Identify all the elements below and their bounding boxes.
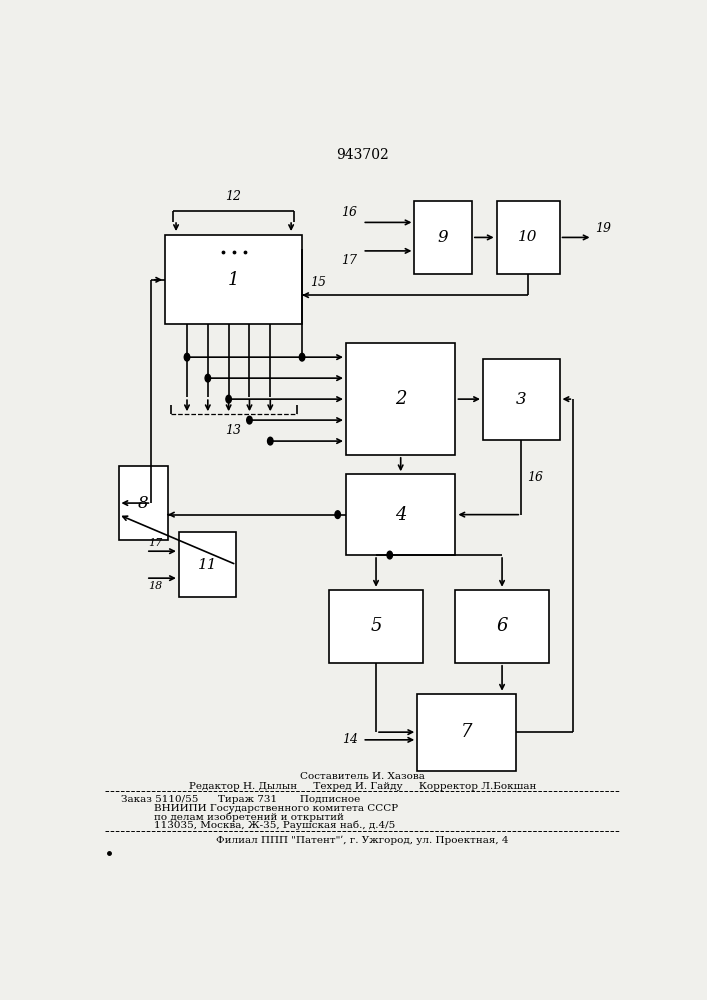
Text: 8: 8	[138, 495, 148, 512]
Text: 14: 14	[342, 733, 358, 746]
Text: Филиал ППП "Патент"ʹ, г. Ужгород, ул. Проектная, 4: Филиал ППП "Патент"ʹ, г. Ужгород, ул. Пр…	[216, 835, 508, 845]
Text: 4: 4	[395, 506, 407, 524]
Text: 113035, Москва, Ж-35, Раушская наб., д.4/5: 113035, Москва, Ж-35, Раушская наб., д.4…	[154, 821, 395, 830]
Circle shape	[335, 511, 341, 518]
Text: 17: 17	[148, 538, 163, 548]
Circle shape	[185, 353, 189, 361]
Text: 9: 9	[438, 229, 448, 246]
Text: 13: 13	[226, 424, 242, 437]
Text: 19: 19	[595, 222, 612, 235]
Text: 1: 1	[228, 271, 240, 289]
Text: 943702: 943702	[336, 148, 389, 162]
Text: 6: 6	[496, 617, 508, 635]
Bar	[414, 201, 472, 274]
Text: 3: 3	[516, 391, 527, 408]
Bar	[119, 466, 168, 540]
Text: 2: 2	[395, 390, 407, 408]
Text: Составитель И. Хазова: Составитель И. Хазова	[300, 772, 425, 781]
Text: Заказ 5110/55      Тираж 731       Подписное: Заказ 5110/55 Тираж 731 Подписное	[122, 795, 361, 804]
Text: 11: 11	[198, 558, 217, 572]
Circle shape	[226, 395, 231, 403]
Text: 10: 10	[518, 230, 538, 244]
Bar	[179, 532, 236, 597]
Text: 12: 12	[226, 190, 242, 203]
Bar	[455, 590, 549, 663]
Bar	[346, 474, 455, 555]
Text: по делам изобретений и открытий: по делам изобретений и открытий	[154, 812, 344, 822]
Text: 17: 17	[341, 254, 357, 267]
Bar	[417, 694, 516, 771]
Text: 18: 18	[148, 581, 163, 591]
Circle shape	[267, 437, 273, 445]
Bar	[329, 590, 423, 663]
Text: 7: 7	[461, 723, 472, 741]
Text: 15: 15	[310, 276, 327, 289]
Circle shape	[247, 416, 252, 424]
Circle shape	[205, 374, 211, 382]
Bar	[483, 359, 560, 440]
Bar	[496, 201, 560, 274]
Text: 16: 16	[341, 206, 357, 219]
Bar	[346, 343, 455, 455]
Bar	[165, 235, 302, 324]
Circle shape	[299, 353, 305, 361]
Text: Редактор Н. Дылын     Техред И. Гайду     Корректор Л.Бокшан: Редактор Н. Дылын Техред И. Гайду Коррек…	[189, 782, 536, 791]
Text: 5: 5	[370, 617, 382, 635]
Text: ВНИИПИ Государственного комитета СССР: ВНИИПИ Государственного комитета СССР	[154, 804, 398, 813]
Circle shape	[387, 551, 392, 559]
Text: 16: 16	[527, 471, 543, 484]
